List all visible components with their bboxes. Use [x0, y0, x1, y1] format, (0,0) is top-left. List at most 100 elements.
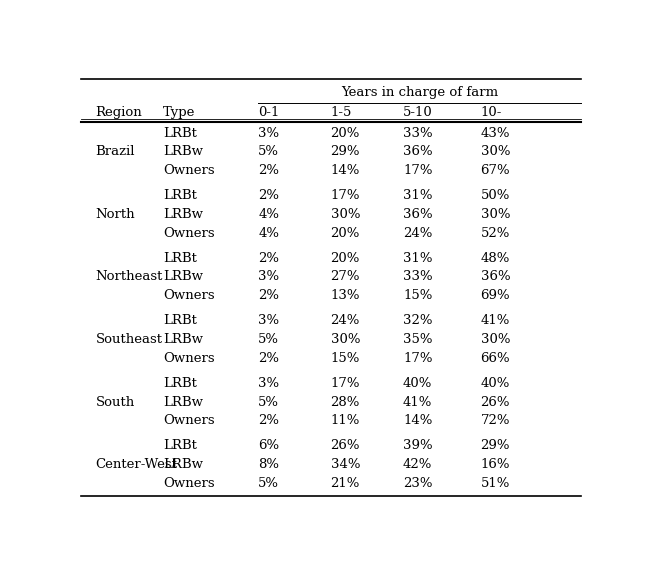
Text: LRBt: LRBt	[163, 189, 197, 202]
Text: LRBt: LRBt	[163, 252, 197, 265]
Text: 48%: 48%	[481, 252, 510, 265]
Text: 6%: 6%	[258, 439, 279, 452]
Text: 31%: 31%	[403, 189, 433, 202]
Text: 36%: 36%	[481, 270, 510, 283]
Text: 3%: 3%	[258, 127, 279, 140]
Text: 30%: 30%	[481, 208, 510, 221]
Text: 3%: 3%	[258, 314, 279, 327]
Text: 27%: 27%	[330, 270, 360, 283]
Text: 33%: 33%	[403, 270, 433, 283]
Text: 3%: 3%	[258, 270, 279, 283]
Text: 42%: 42%	[403, 458, 432, 471]
Text: Years in charge of farm: Years in charge of farm	[341, 86, 498, 99]
Text: 33%: 33%	[403, 127, 433, 140]
Text: 15%: 15%	[330, 352, 360, 365]
Text: LRBt: LRBt	[163, 377, 197, 390]
Text: 39%: 39%	[403, 439, 433, 452]
Text: Owners: Owners	[163, 415, 215, 427]
Text: 31%: 31%	[403, 252, 433, 265]
Text: 5%: 5%	[258, 395, 279, 408]
Text: South: South	[95, 395, 135, 408]
Text: 24%: 24%	[403, 227, 432, 240]
Text: 2%: 2%	[258, 189, 279, 202]
Text: Region: Region	[95, 106, 143, 119]
Text: LRBt: LRBt	[163, 314, 197, 327]
Text: 41%: 41%	[481, 314, 510, 327]
Text: 4%: 4%	[258, 227, 279, 240]
Text: 2%: 2%	[258, 352, 279, 365]
Text: 23%: 23%	[403, 477, 433, 490]
Text: 14%: 14%	[330, 164, 360, 177]
Text: 5%: 5%	[258, 333, 279, 346]
Text: Northeast: Northeast	[95, 270, 163, 283]
Text: 1-5: 1-5	[330, 106, 352, 119]
Text: 11%: 11%	[330, 415, 360, 427]
Text: 50%: 50%	[481, 189, 510, 202]
Text: 43%: 43%	[481, 127, 510, 140]
Text: 30%: 30%	[330, 333, 360, 346]
Text: Southeast: Southeast	[95, 333, 163, 346]
Text: 2%: 2%	[258, 415, 279, 427]
Text: 26%: 26%	[330, 439, 360, 452]
Text: 69%: 69%	[481, 289, 510, 302]
Text: LRBt: LRBt	[163, 127, 197, 140]
Text: Owners: Owners	[163, 352, 215, 365]
Text: LRBt: LRBt	[163, 439, 197, 452]
Text: 20%: 20%	[330, 252, 360, 265]
Text: 5%: 5%	[258, 477, 279, 490]
Text: 17%: 17%	[330, 189, 360, 202]
Text: 17%: 17%	[403, 352, 433, 365]
Text: 26%: 26%	[481, 395, 510, 408]
Text: 30%: 30%	[481, 145, 510, 158]
Text: 36%: 36%	[403, 145, 433, 158]
Text: Owners: Owners	[163, 227, 215, 240]
Text: 29%: 29%	[481, 439, 510, 452]
Text: 29%: 29%	[330, 145, 360, 158]
Text: 5-10: 5-10	[403, 106, 433, 119]
Text: 14%: 14%	[403, 415, 432, 427]
Text: 32%: 32%	[403, 314, 433, 327]
Text: Owners: Owners	[163, 477, 215, 490]
Text: 2%: 2%	[258, 289, 279, 302]
Text: 17%: 17%	[330, 377, 360, 390]
Text: 36%: 36%	[403, 208, 433, 221]
Text: 35%: 35%	[403, 333, 433, 346]
Text: 16%: 16%	[481, 458, 510, 471]
Text: Type: Type	[163, 106, 195, 119]
Text: 40%: 40%	[403, 377, 432, 390]
Text: 52%: 52%	[481, 227, 510, 240]
Text: 28%: 28%	[330, 395, 360, 408]
Text: LRBw: LRBw	[163, 270, 203, 283]
Text: LRBw: LRBw	[163, 458, 203, 471]
Text: Owners: Owners	[163, 164, 215, 177]
Text: 8%: 8%	[258, 458, 279, 471]
Text: 5%: 5%	[258, 145, 279, 158]
Text: LRBw: LRBw	[163, 395, 203, 408]
Text: 66%: 66%	[481, 352, 510, 365]
Text: 41%: 41%	[403, 395, 432, 408]
Text: 24%: 24%	[330, 314, 360, 327]
Text: North: North	[95, 208, 135, 221]
Text: 34%: 34%	[330, 458, 360, 471]
Text: 51%: 51%	[481, 477, 510, 490]
Text: 20%: 20%	[330, 227, 360, 240]
Text: 2%: 2%	[258, 164, 279, 177]
Text: 4%: 4%	[258, 208, 279, 221]
Text: 40%: 40%	[481, 377, 510, 390]
Text: Brazil: Brazil	[95, 145, 135, 158]
Text: LRBw: LRBw	[163, 333, 203, 346]
Text: LRBw: LRBw	[163, 145, 203, 158]
Text: Owners: Owners	[163, 289, 215, 302]
Text: 30%: 30%	[481, 333, 510, 346]
Text: 72%: 72%	[481, 415, 510, 427]
Text: 67%: 67%	[481, 164, 510, 177]
Text: 10-: 10-	[481, 106, 502, 119]
Text: 2%: 2%	[258, 252, 279, 265]
Text: 17%: 17%	[403, 164, 433, 177]
Text: 0-1: 0-1	[258, 106, 279, 119]
Text: 15%: 15%	[403, 289, 432, 302]
Text: LRBw: LRBw	[163, 208, 203, 221]
Text: Center-West: Center-West	[95, 458, 177, 471]
Text: 20%: 20%	[330, 127, 360, 140]
Text: 13%: 13%	[330, 289, 360, 302]
